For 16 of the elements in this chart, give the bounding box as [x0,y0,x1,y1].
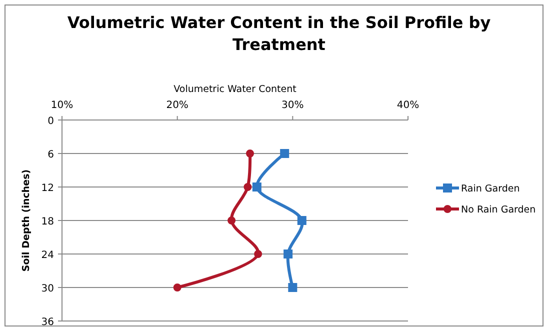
y-tick-label: 12 [41,183,54,194]
x-tick-label: 20% [166,100,188,111]
y-tick-label: 24 [41,250,54,261]
y-tick-label: 36 [41,317,54,328]
x-tick-label: 10% [50,100,74,111]
y-tick-label: 18 [41,216,54,228]
x-tick-label: 30% [282,100,304,111]
y-tick-label: 30 [41,284,54,294]
legend-label: Rain Garden [461,184,520,194]
legend-label: No Rain Garden [461,204,536,216]
y-tick-label: 0 [48,116,54,127]
y-axis-title: Soil Depth (inches) [21,169,32,272]
x-axis-title: Volumetric Water Content [174,84,297,95]
y-tick-label: 6 [48,150,54,160]
x-tick-label: 40% [396,100,420,111]
chart-title: Volumetric Water Content in the Soil Profile by Treatment [67,13,492,54]
